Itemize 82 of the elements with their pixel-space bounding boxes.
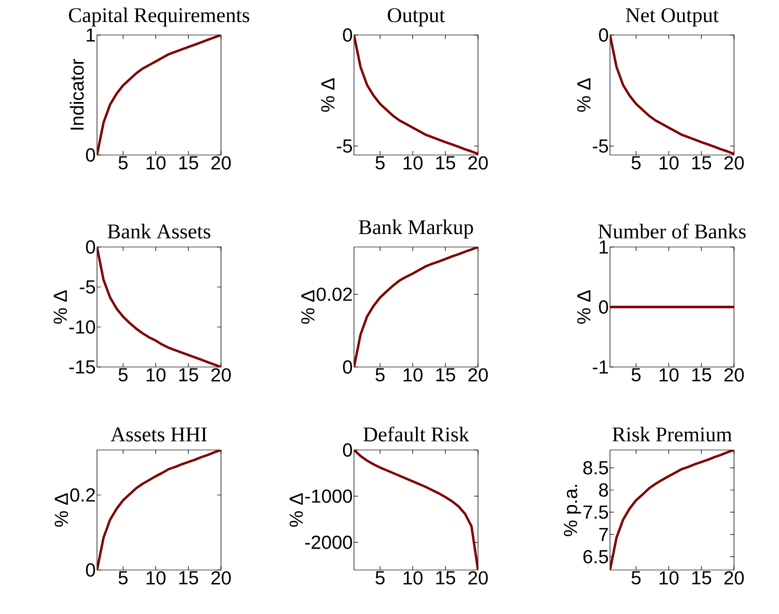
x-tick-label: 10 (660, 156, 679, 170)
x-tick-label: 20 (724, 571, 744, 585)
y-tick-label: 1 (86, 28, 95, 42)
y-tick-label: 0 (599, 300, 608, 314)
y-tick-label: -5 (336, 140, 352, 153)
x-tick-label: 10 (660, 571, 679, 585)
x-tick-label: 20 (468, 368, 488, 382)
y-tick-label: -1000 (305, 489, 352, 503)
x-tick-label: 20 (468, 571, 488, 585)
y-tick-label: -2000 (305, 536, 352, 550)
line-series (354, 246, 478, 367)
y-axis-title: % Δ (290, 493, 303, 527)
x-tick-label: 10 (404, 571, 423, 585)
x-tick-label: 15 (692, 368, 712, 382)
y-tick-label: -1 (592, 360, 608, 374)
x-tick-label: 20 (724, 156, 744, 170)
x-tick-label: 5 (632, 571, 641, 584)
y-axis-title: % Δ (577, 78, 590, 112)
y-tick-label: 8.5 (583, 461, 608, 474)
chart-title: Net Output (626, 8, 719, 27)
x-tick-label: 15 (692, 571, 712, 584)
y-axis-title: % Δ (54, 493, 68, 527)
x-tick-label: 15 (179, 368, 198, 382)
x-tick-label: 5 (118, 571, 128, 584)
x-tick-label: 15 (179, 156, 198, 170)
line-series (610, 450, 734, 570)
y-tick-label: 0 (86, 563, 96, 577)
x-tick-label: 10 (404, 368, 423, 382)
x-tick-label: 10 (146, 368, 166, 382)
y-tick-label: 0 (86, 240, 96, 254)
chart-title: Bank Assets (108, 224, 210, 239)
y-tick-label: 0 (86, 148, 96, 162)
x-tick-label: 5 (118, 368, 128, 382)
x-tick-label: 5 (118, 156, 128, 170)
y-tick-label: -5 (592, 140, 608, 153)
chart-title: Default Risk (363, 426, 470, 442)
y-tick-label: 8 (599, 483, 608, 497)
line-series (97, 246, 221, 367)
x-tick-label: 10 (660, 368, 679, 382)
y-tick-label: 7 (599, 528, 608, 541)
y-tick-label: 0 (343, 360, 352, 374)
chart-title: Bank Markup (358, 220, 473, 239)
x-tick-label: 5 (376, 368, 385, 382)
y-tick-label: -10 (69, 320, 96, 334)
x-tick-label: 10 (146, 156, 166, 170)
x-tick-label: 5 (632, 368, 641, 382)
chart-title: Assets HHI (110, 427, 207, 442)
y-tick-label: 6.5 (583, 550, 608, 564)
x-tick-label: 15 (436, 156, 456, 170)
x-tick-label: 5 (376, 156, 385, 170)
x-tick-label: 20 (211, 571, 231, 585)
x-tick-label: 5 (632, 156, 641, 170)
y-tick-label: 0 (343, 28, 352, 42)
chart-title: Output (388, 8, 445, 27)
y-axis-title: % Δ (54, 290, 67, 324)
chart-title: Risk Premium (612, 426, 732, 442)
y-axis-title: % p.a. (564, 484, 581, 536)
y-axis-title: % Δ (577, 290, 590, 324)
y-tick-label: 0 (343, 443, 352, 457)
y-tick-label: 1 (600, 240, 608, 254)
y-tick-label: 0.2 (70, 488, 95, 502)
y-axis-title: Indicator (70, 59, 84, 130)
x-tick-label: 15 (179, 571, 198, 584)
x-tick-label: 15 (436, 571, 456, 584)
x-tick-label: 20 (468, 156, 488, 170)
y-tick-label: 0.02 (316, 288, 352, 301)
x-tick-label: 10 (146, 571, 166, 585)
x-tick-label: 15 (692, 156, 712, 170)
x-tick-label: 20 (211, 156, 231, 170)
chart-title: Number of Banks (598, 224, 746, 239)
y-axis-title: % Δ (301, 290, 314, 324)
y-axis-title: % Δ (321, 78, 334, 112)
y-tick-label: 7.5 (583, 506, 608, 519)
y-tick-label: -5 (80, 280, 96, 294)
x-tick-label: 10 (404, 156, 423, 170)
y-tick-label: 0 (599, 28, 608, 42)
x-tick-label: 5 (376, 571, 385, 584)
y-tick-label: -15 (69, 360, 96, 374)
x-tick-label: 15 (436, 368, 456, 382)
x-tick-label: 20 (724, 368, 744, 382)
x-tick-label: 20 (211, 368, 231, 382)
chart-title: Capital Requirements (68, 8, 250, 27)
